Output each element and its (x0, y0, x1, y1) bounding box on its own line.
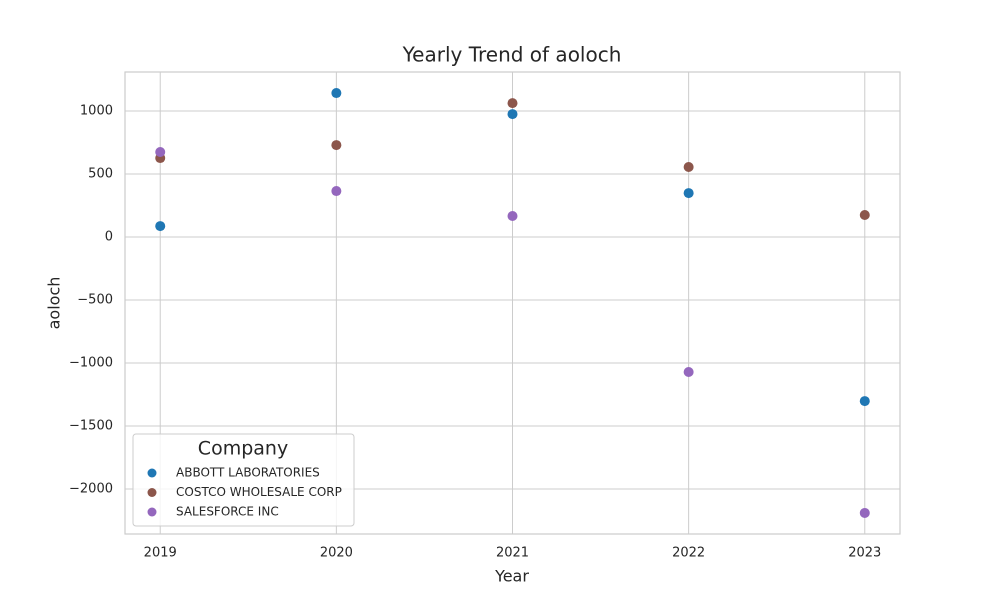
scatter-point (331, 88, 342, 99)
scatter-point (507, 98, 518, 109)
legend-label: COSTCO WHOLESALE CORP (176, 485, 342, 499)
y-tick-label: −500 (77, 293, 113, 308)
x-axis-label: Year (494, 567, 529, 586)
scatter-point (331, 140, 342, 151)
chart-title: Yearly Trend of aoloch (402, 43, 622, 67)
legend-title: Company (198, 438, 288, 460)
scatter-point (859, 209, 870, 220)
legend-marker (147, 507, 157, 517)
legend-label: ABBOTT LABORATORIES (176, 466, 320, 480)
plot-frame (124, 71, 901, 535)
y-tick-label: 0 (105, 230, 113, 245)
legend-marker (147, 468, 157, 478)
x-tick-label: 2023 (848, 546, 881, 561)
y-tick-label: 500 (88, 167, 113, 182)
legend-box (132, 433, 355, 527)
y-tick-label: 1000 (80, 104, 113, 119)
scatter-point (507, 109, 518, 120)
scatter-point (155, 147, 166, 158)
scatter-point (683, 188, 694, 199)
x-tick-label: 2022 (672, 546, 705, 561)
scatter-point (683, 366, 694, 377)
scatter-point (331, 186, 342, 197)
x-tick-label: 2021 (496, 546, 529, 561)
x-tick-label: 2019 (144, 546, 177, 561)
legend-label: SALESFORCE INC (176, 505, 279, 519)
y-axis-label: aoloch (45, 277, 64, 330)
legend-marker (147, 488, 157, 497)
scatter-point (859, 396, 870, 407)
y-tick-label: −1500 (69, 419, 113, 434)
scatter-point (155, 221, 166, 232)
scatter-point (859, 507, 870, 518)
x-tick-label: 2020 (320, 546, 353, 561)
scatter-point (683, 161, 694, 172)
y-tick-label: −1000 (69, 356, 113, 371)
scatter-point (507, 211, 518, 222)
y-tick-label: −2000 (69, 482, 113, 497)
